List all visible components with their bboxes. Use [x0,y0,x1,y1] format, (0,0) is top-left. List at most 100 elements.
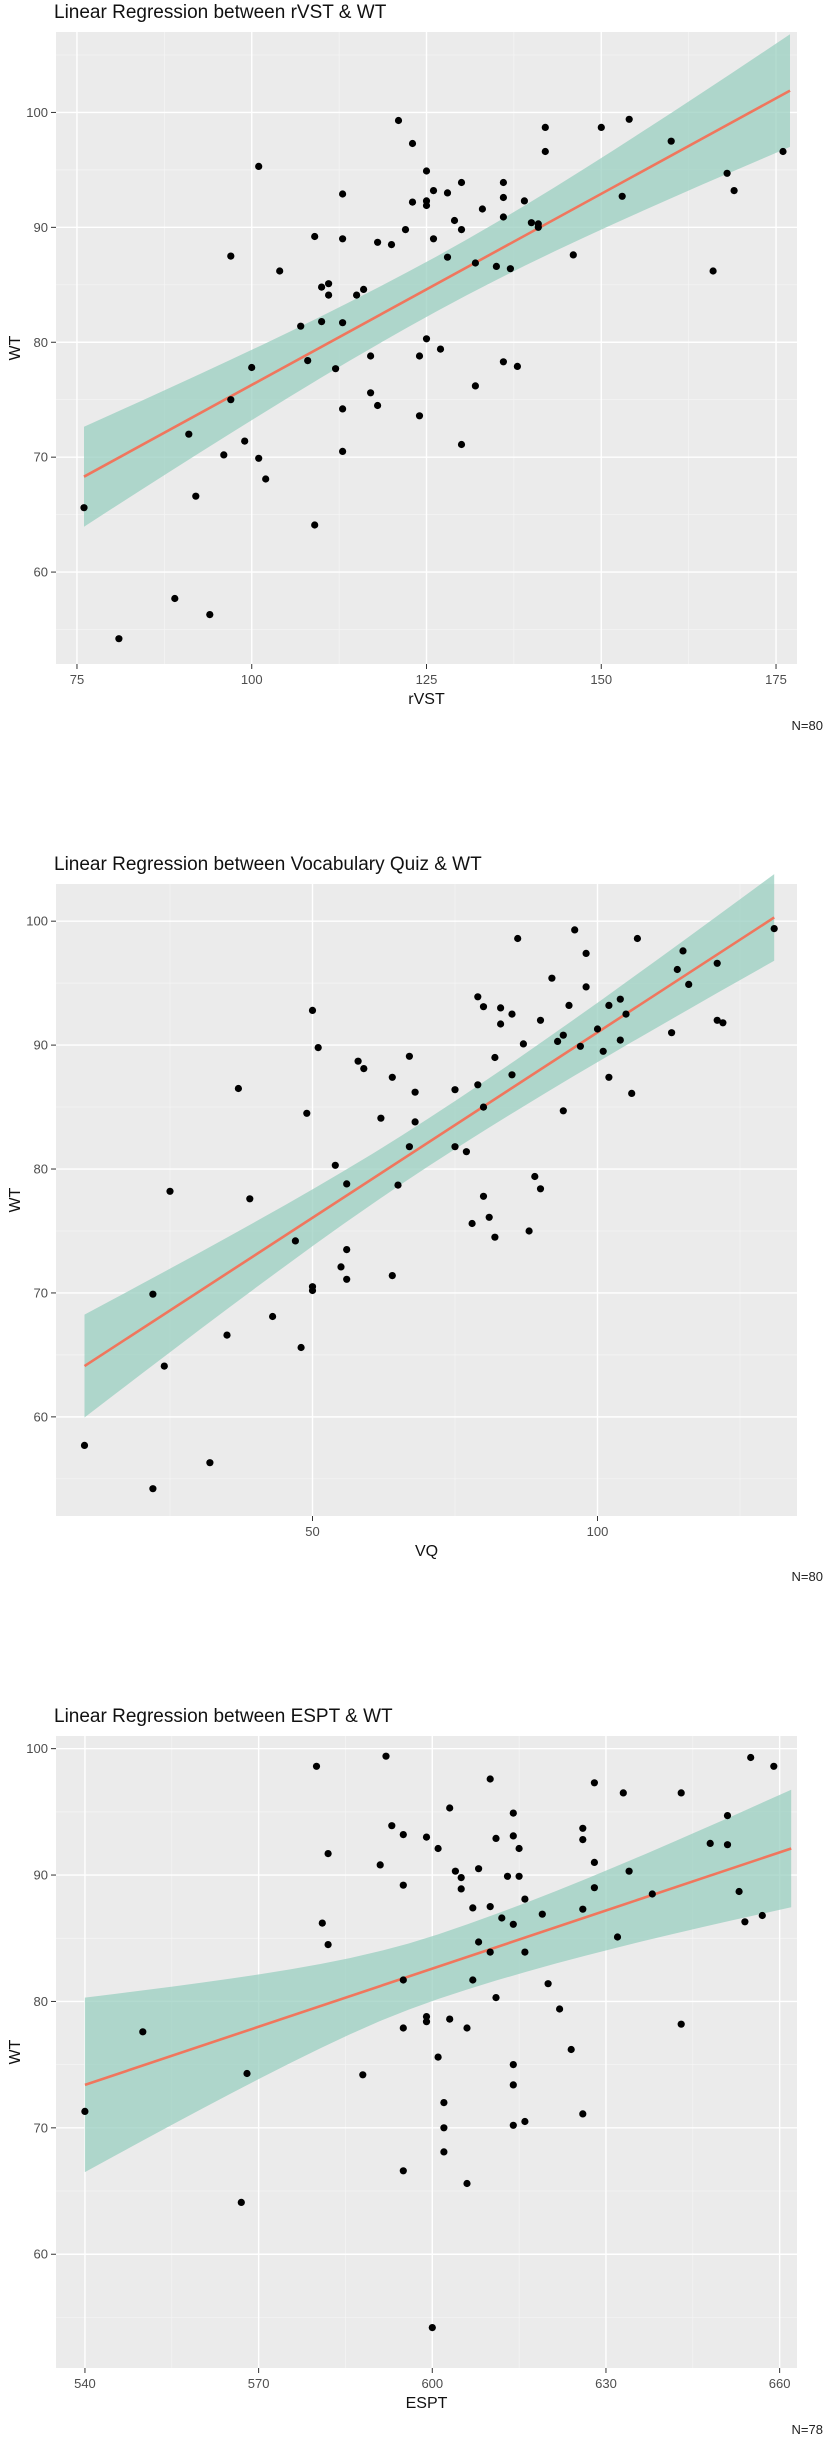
data-point [605,1001,613,1009]
data-point [538,1910,546,1918]
data-point [376,1861,384,1869]
data-point [451,1086,459,1094]
data-point [747,1753,755,1762]
y-tick-label: 90 [34,1868,48,1883]
data-point [508,1010,516,1018]
data-point [237,2198,245,2206]
data-point [475,1865,483,1873]
data-point [434,1844,442,1853]
major-gridlines [56,1736,797,2368]
data-point [479,1103,488,1111]
data-point [667,137,675,145]
data-point [227,396,235,404]
data-point [616,995,624,1003]
data-point [166,1187,174,1195]
data-point [492,1834,500,1842]
data-point [613,1933,622,1941]
data-point [387,241,396,249]
data-point [451,1143,459,1151]
data-point [422,2013,431,2021]
data-point [399,1976,407,1984]
data-point [514,934,522,943]
data-point [556,2005,564,2013]
x-axis-label: rVST [408,691,445,708]
data-point [508,1071,516,1079]
data-point [206,1459,214,1467]
x-tick-label: 75 [70,672,84,687]
data-point [276,267,284,275]
data-point [741,1918,749,1926]
data-point [513,362,522,370]
data-point [415,412,424,420]
chart-2: Linear Regression between Vocabulary Qui… [0,852,827,1612]
data-point [367,352,375,360]
data-point [405,1052,413,1060]
data-point [367,389,375,397]
data-point [719,1019,727,1027]
data-point [325,291,333,299]
data-point [81,2107,89,2115]
data-point [457,1885,465,1893]
data-point [509,2081,517,2089]
data-point [297,322,305,330]
chart-title: Linear Regression between rVST & WT [54,2,387,23]
data-point [554,1037,562,1045]
y-tick-label: 60 [34,565,48,580]
data-point [479,1192,488,1200]
data-point [497,1020,505,1028]
data-point [324,1850,332,1858]
data-point [388,1073,396,1081]
chart-title: Linear Regression between ESPT & WT [54,1706,393,1727]
data-point [411,1088,419,1096]
data-point [548,974,556,982]
data-point [625,1867,633,1875]
data-point [597,123,605,131]
data-point [622,1010,630,1018]
x-tick-label: 630 [595,2376,617,2391]
confidence-band [84,874,775,1418]
data-point [374,238,382,246]
data-point [408,139,417,148]
regression-line [84,1847,792,2087]
data-point [735,1887,743,1896]
scatter-plot: 540 570 600 630 660 60 70 80 90 100 ESPT WT [7,1736,797,2412]
data-point [616,1036,624,1044]
data-point [457,440,466,449]
x-tick-label: 100 [241,672,263,687]
data-point [318,1919,326,1927]
data-point [206,611,214,619]
y-tick-label: 80 [34,335,48,350]
data-point [521,2117,529,2126]
data-point [303,1109,311,1117]
data-point [628,1089,636,1097]
data-point [343,1246,351,1254]
data-point [318,283,326,291]
data-point [324,1941,332,1949]
data-point [491,1053,499,1062]
y-axis-label: WT [7,2039,24,2064]
data-point [499,358,507,366]
data-point [492,1994,500,2002]
data-point [770,1762,778,1770]
data-point [723,169,731,177]
data-point [491,1233,499,1241]
data-point [308,1006,317,1014]
data-point [468,1219,476,1228]
data-point [399,2024,407,2032]
data-point [474,1081,482,1089]
data-point [192,492,200,500]
data-point [394,116,403,125]
data-point [499,213,507,221]
data-point [559,1107,567,1115]
data-point [519,1040,528,1048]
data-point [149,1290,157,1298]
data-point [509,1920,517,1928]
data-point [625,115,633,123]
data-point [463,2179,471,2188]
minor-gridlines [56,884,797,1516]
data-point [531,1172,539,1181]
data-point [227,252,235,260]
y-tick-label: 70 [34,1285,48,1300]
data-point [311,232,319,241]
data-point [440,2148,448,2156]
